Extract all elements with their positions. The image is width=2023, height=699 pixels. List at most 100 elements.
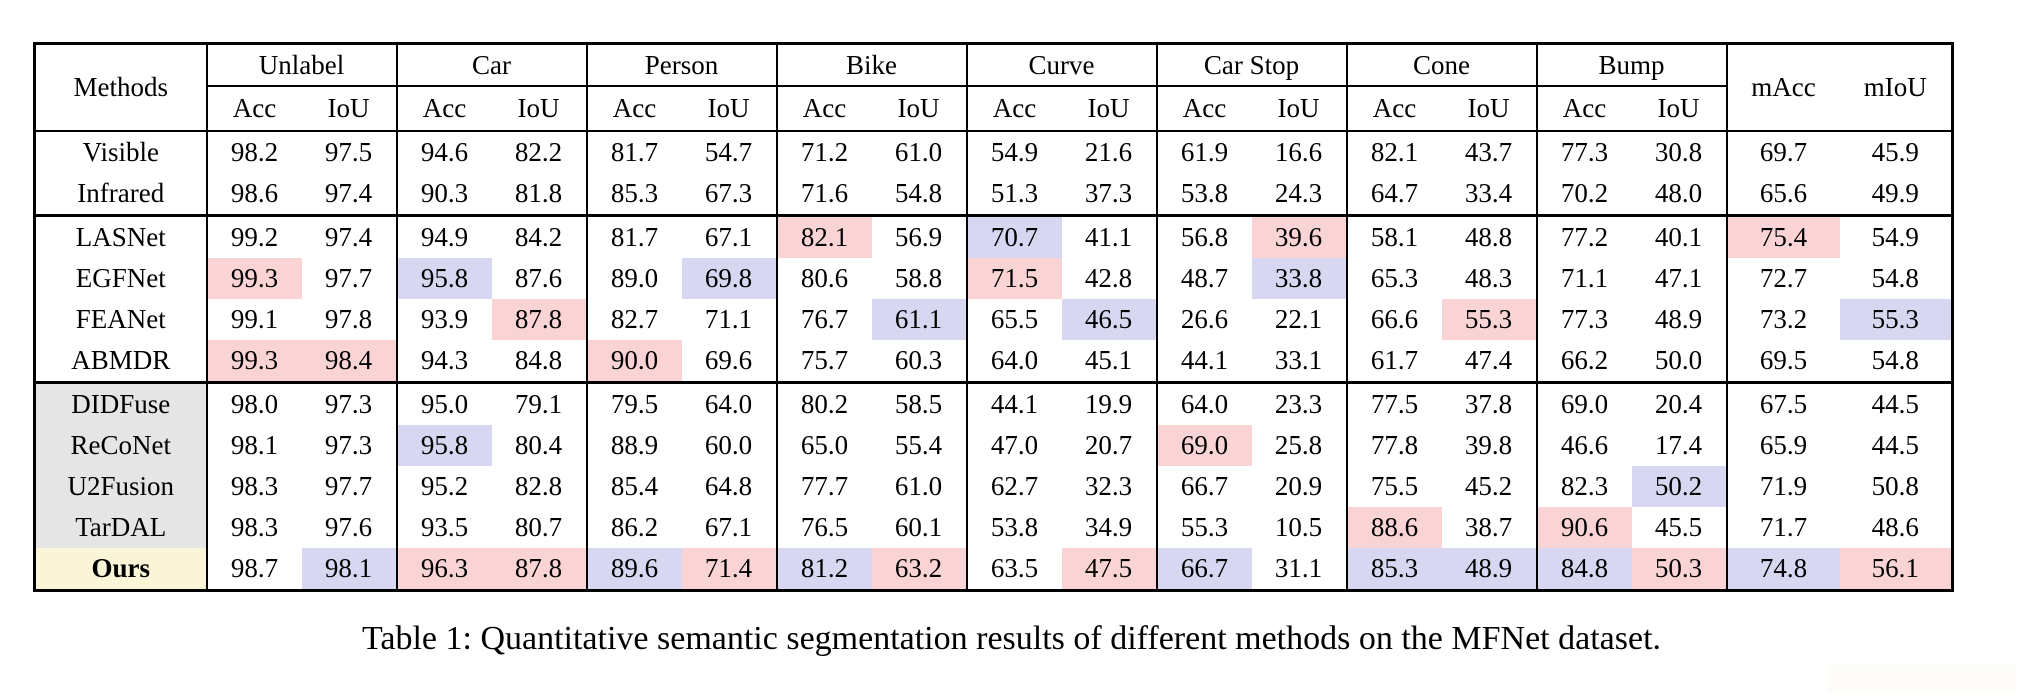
value-cell: 48.8 xyxy=(1464,222,1513,253)
value-cell: 37.3 xyxy=(1061,173,1157,217)
value-cell: 71.5 xyxy=(965,258,1062,299)
value-cell: 55.3 xyxy=(1155,507,1252,548)
value-cell: 80.7 xyxy=(514,512,563,543)
value-cell: 48.7 xyxy=(1155,258,1252,299)
value-cell: 66.2 xyxy=(1535,340,1632,384)
value-cell: 81.2 xyxy=(775,548,872,591)
method-cell: ABMDR xyxy=(34,340,208,384)
value-cell: 67.1 xyxy=(704,222,753,253)
value-cell: 97.6 xyxy=(324,512,373,543)
value-cell: 89.0 xyxy=(585,258,682,299)
col-subheader-iou: IoU xyxy=(301,86,397,132)
value-cell: 56.8 xyxy=(1155,215,1252,258)
value-cell: 61.0 xyxy=(894,137,943,168)
value-cell: 21.6 xyxy=(1084,137,1133,168)
value-cell: 89.6 xyxy=(585,548,682,591)
value-cell: 77.3 xyxy=(1535,131,1632,173)
col-group-car: Car xyxy=(395,43,587,87)
col-subheader-iou: IoU xyxy=(871,86,967,132)
value-cell: 38.7 xyxy=(1464,512,1513,543)
value-cell: 69.0 xyxy=(1535,382,1632,425)
value-cell: 47.5 xyxy=(1061,548,1157,591)
value-cell: 22.1 xyxy=(1274,304,1323,335)
value-cell: 77.8 xyxy=(1345,425,1442,466)
value-cell: 99.3 xyxy=(205,340,302,384)
value-cell: 58.1 xyxy=(1345,215,1442,258)
value-cell: 46.6 xyxy=(1535,425,1632,466)
value-cell: 81.7 xyxy=(585,215,682,258)
value-cell: 69.6 xyxy=(681,340,777,384)
method-cell: Infrared xyxy=(34,173,208,217)
value-cell: 66.7 xyxy=(1155,548,1252,591)
table-row: LASNet 99.2 97.4 94.9 84.2 81.7 67.1 82.1 56.9 70… xyxy=(34,215,1953,258)
value-cell: 99.3 xyxy=(205,258,302,299)
value-cell: 44.5 xyxy=(1871,389,1919,420)
value-cell: 85.3 xyxy=(585,173,682,217)
value-cell: 95.2 xyxy=(395,466,492,507)
value-cell: 70.2 xyxy=(1535,173,1632,217)
value-cell: 69.5 xyxy=(1725,340,1840,384)
watermark-artifact xyxy=(1827,665,2017,693)
method-cell: TarDAL xyxy=(34,507,208,548)
value-cell: 48.3 xyxy=(1464,263,1513,294)
col-subheader-iou: IoU xyxy=(1061,86,1157,132)
value-cell: 53.8 xyxy=(965,507,1062,548)
value-cell: 71.9 xyxy=(1725,466,1840,507)
value-cell: 61.7 xyxy=(1345,340,1442,384)
value-cell: 98.4 xyxy=(301,340,397,384)
value-cell: 34.9 xyxy=(1084,512,1133,543)
table-row: ReCoNet 98.1 97.3 95.8 80.4 88.9 60.0 65.0 55.4 4… xyxy=(34,425,1953,466)
value-cell: 90.0 xyxy=(585,340,682,384)
value-cell: 95.0 xyxy=(395,382,492,425)
col-subheader-iou: IoU xyxy=(1251,86,1347,132)
value-cell: 67.3 xyxy=(681,173,777,217)
value-cell: 86.2 xyxy=(585,507,682,548)
value-cell: 16.6 xyxy=(1274,137,1323,168)
value-cell: 51.3 xyxy=(965,173,1062,217)
value-cell: 54.8 xyxy=(871,173,967,217)
col-group-person: Person xyxy=(585,43,777,87)
value-cell: 56.9 xyxy=(894,222,943,253)
value-cell: 95.8 xyxy=(395,425,492,466)
value-cell: 55.4 xyxy=(894,430,943,461)
value-cell: 69.7 xyxy=(1725,131,1840,173)
value-cell: 90.6 xyxy=(1535,507,1632,548)
value-cell: 97.3 xyxy=(324,430,373,461)
value-cell: 77.7 xyxy=(775,466,872,507)
value-cell: 10.5 xyxy=(1274,512,1323,543)
table-row: DIDFuse 98.0 97.3 95.0 79.1 79.5 64.0 80.2 58.5 4… xyxy=(34,382,1953,425)
value-cell: 63.2 xyxy=(871,548,967,591)
method-cell: EGFNet xyxy=(34,258,208,299)
value-cell: 49.9 xyxy=(1839,173,1953,217)
value-cell: 66.6 xyxy=(1345,299,1442,340)
col-subheader-acc: Acc xyxy=(205,86,302,132)
value-cell: 98.7 xyxy=(205,548,302,591)
value-cell: 82.1 xyxy=(1345,131,1442,173)
value-cell: 84.8 xyxy=(491,340,587,384)
value-cell: 67.5 xyxy=(1725,382,1840,425)
method-cell: FEANet xyxy=(34,299,208,340)
value-cell: 40.1 xyxy=(1654,222,1703,253)
value-cell: 23.3 xyxy=(1274,389,1323,420)
value-cell: 75.7 xyxy=(775,340,872,384)
value-cell: 98.1 xyxy=(301,548,397,591)
value-cell: 20.9 xyxy=(1274,471,1323,502)
value-cell: 47.0 xyxy=(965,425,1062,466)
results-table: Methods Unlabel Car Person Bike Curve Ca… xyxy=(33,42,1954,592)
method-cell: Visible xyxy=(34,131,208,173)
value-cell: 48.0 xyxy=(1631,173,1727,217)
value-cell: 98.2 xyxy=(205,131,302,173)
results-table-wrap: Methods Unlabel Car Person Bike Curve Ca… xyxy=(33,42,1954,592)
value-cell: 54.9 xyxy=(965,131,1062,173)
col-subheader-acc: Acc xyxy=(585,86,682,132)
value-cell: 58.8 xyxy=(894,263,943,294)
value-cell: 77.2 xyxy=(1535,215,1632,258)
value-cell: 64.0 xyxy=(704,389,753,420)
value-cell: 98.6 xyxy=(205,173,302,217)
method-cell: DIDFuse xyxy=(34,382,208,425)
col-subheader-iou: IoU xyxy=(1441,86,1537,132)
value-cell: 79.1 xyxy=(514,389,563,420)
value-cell: 61.1 xyxy=(871,299,967,340)
value-cell: 45.2 xyxy=(1464,471,1513,502)
value-cell: 63.5 xyxy=(965,548,1062,591)
